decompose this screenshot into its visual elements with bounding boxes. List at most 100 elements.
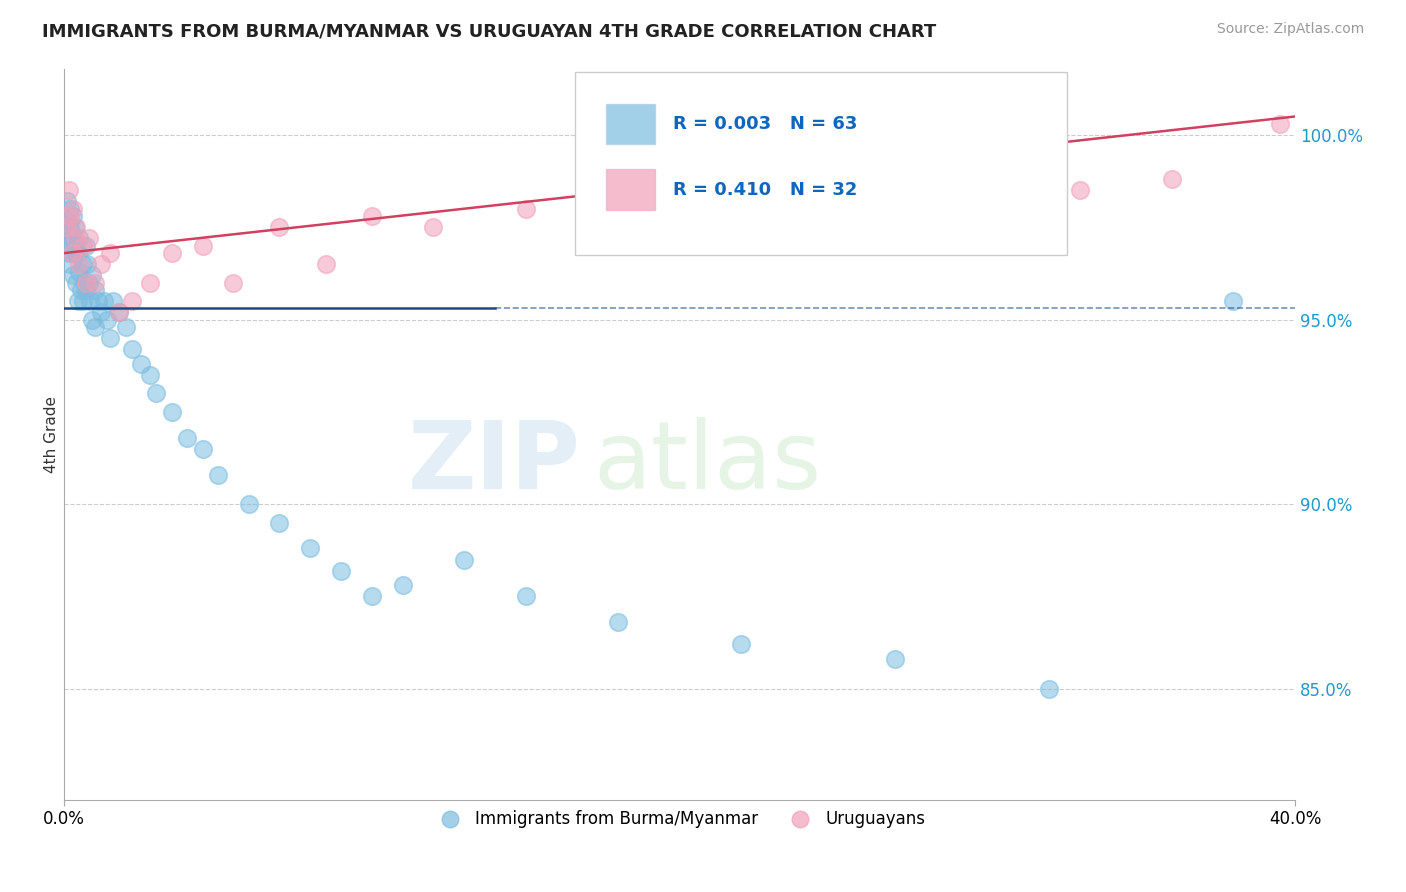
Point xyxy=(96,312,118,326)
FancyBboxPatch shape xyxy=(606,103,655,144)
Text: IMMIGRANTS FROM BURMA/MYANMAR VS URUGUAYAN 4TH GRADE CORRELATION CHART: IMMIGRANTS FROM BURMA/MYANMAR VS URUGUAY… xyxy=(42,22,936,40)
Point xyxy=(976,194,998,209)
Point xyxy=(62,268,84,283)
Point xyxy=(269,220,291,235)
Point xyxy=(80,268,103,283)
Text: R = 0.003   N = 63: R = 0.003 N = 63 xyxy=(673,115,858,133)
Point xyxy=(1038,681,1060,696)
Point xyxy=(80,312,103,326)
Point xyxy=(56,238,79,252)
Point xyxy=(83,283,105,297)
Point xyxy=(75,238,97,252)
Text: Source: ZipAtlas.com: Source: ZipAtlas.com xyxy=(1216,22,1364,37)
Point xyxy=(58,220,80,235)
Point xyxy=(360,209,382,223)
Point xyxy=(56,194,79,209)
Text: atlas: atlas xyxy=(593,417,821,509)
Point xyxy=(453,552,475,566)
Point xyxy=(72,257,94,271)
Point xyxy=(83,320,105,334)
Point xyxy=(55,213,77,227)
Point xyxy=(75,276,97,290)
Point xyxy=(69,257,91,271)
Point xyxy=(108,305,131,319)
Point xyxy=(191,442,214,456)
Point xyxy=(76,257,98,271)
Point xyxy=(121,342,143,356)
Point xyxy=(62,231,84,245)
Point xyxy=(72,238,94,252)
Point xyxy=(65,238,87,252)
Point xyxy=(98,331,121,345)
Point xyxy=(59,257,82,271)
Legend: Immigrants from Burma/Myanmar, Uruguayans: Immigrants from Burma/Myanmar, Uruguayan… xyxy=(427,804,932,835)
Y-axis label: 4th Grade: 4th Grade xyxy=(44,395,59,473)
Point xyxy=(160,246,183,260)
Point xyxy=(129,357,152,371)
Point xyxy=(730,183,752,197)
Point xyxy=(63,231,86,245)
Point xyxy=(269,516,291,530)
Point xyxy=(607,615,630,630)
Point xyxy=(59,220,82,235)
Point xyxy=(75,283,97,297)
Point xyxy=(299,541,322,556)
Point xyxy=(56,220,79,235)
Point xyxy=(108,305,131,319)
Point xyxy=(65,220,87,235)
Point xyxy=(607,231,630,245)
Point xyxy=(77,276,100,290)
Point xyxy=(1161,172,1184,186)
Point xyxy=(60,246,83,260)
Point xyxy=(69,264,91,278)
Point xyxy=(360,590,382,604)
Point xyxy=(90,257,112,271)
Point xyxy=(515,202,537,216)
Point xyxy=(160,405,183,419)
Point xyxy=(238,497,260,511)
Point xyxy=(422,220,444,235)
Point xyxy=(139,276,162,290)
Point xyxy=(63,246,86,260)
Point xyxy=(58,183,80,197)
Point xyxy=(730,637,752,651)
Text: ZIP: ZIP xyxy=(408,417,581,509)
Point xyxy=(66,294,89,309)
Point xyxy=(63,220,86,235)
Point xyxy=(330,564,353,578)
Point xyxy=(315,257,337,271)
Point xyxy=(62,209,84,223)
Point xyxy=(60,246,83,260)
Point xyxy=(222,276,245,290)
Point xyxy=(70,283,93,297)
Point xyxy=(59,209,82,223)
Point xyxy=(884,652,907,666)
Point xyxy=(884,172,907,186)
Point xyxy=(59,202,82,216)
Point xyxy=(77,231,100,245)
Point xyxy=(191,238,214,252)
FancyBboxPatch shape xyxy=(606,169,655,210)
Point xyxy=(62,202,84,216)
Point xyxy=(139,368,162,382)
Point xyxy=(69,231,91,245)
Point xyxy=(207,467,229,482)
Point xyxy=(1268,117,1291,131)
Point xyxy=(103,294,125,309)
Point xyxy=(87,294,110,309)
FancyBboxPatch shape xyxy=(575,72,1067,255)
Point xyxy=(1222,294,1244,309)
Point xyxy=(65,276,87,290)
Point xyxy=(515,590,537,604)
Point xyxy=(1069,183,1091,197)
Point xyxy=(391,578,413,592)
Point xyxy=(145,386,167,401)
Point xyxy=(66,246,89,260)
Point xyxy=(176,431,198,445)
Text: R = 0.410   N = 32: R = 0.410 N = 32 xyxy=(673,180,858,199)
Point xyxy=(93,294,115,309)
Point xyxy=(73,276,96,290)
Point xyxy=(121,294,143,309)
Point xyxy=(83,276,105,290)
Point xyxy=(98,246,121,260)
